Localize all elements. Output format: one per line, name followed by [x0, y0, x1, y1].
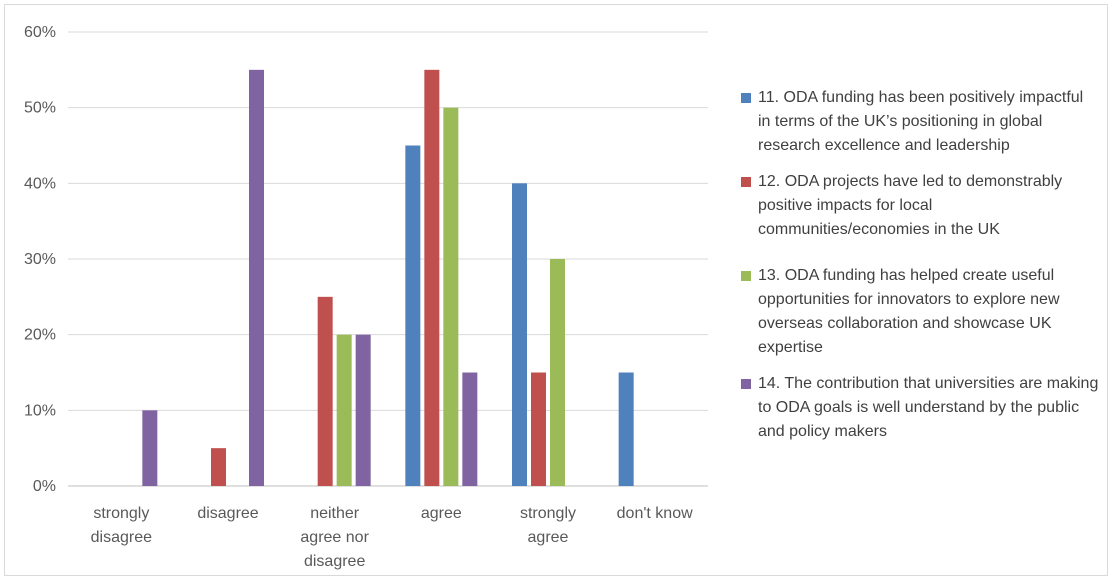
- y-tick-label: 20%: [24, 327, 56, 344]
- x-category-label: strongly: [520, 505, 576, 522]
- legend-label-12: 12. ODA projects have led to demonstrabl…: [758, 173, 1063, 238]
- bar: [512, 183, 527, 487]
- y-tick-label: 60%: [24, 24, 56, 41]
- x-category-label: disagree: [304, 553, 365, 570]
- legend-swatch-12: [741, 177, 751, 187]
- y-tick-label: 50%: [24, 100, 56, 117]
- bar: [355, 334, 371, 486]
- bar: [531, 372, 546, 486]
- bar: [443, 107, 459, 487]
- bar: [336, 334, 352, 486]
- bar: [211, 448, 226, 486]
- x-category-label: strongly: [93, 505, 149, 522]
- legend-label-14: 14. The contribution that universities a…: [758, 375, 1099, 440]
- legend: 11. ODA funding has been positively impa…: [738, 86, 1100, 456]
- x-category-label: disagree: [197, 505, 258, 522]
- y-tick-label: 30%: [24, 251, 56, 268]
- y-tick-label: 10%: [24, 402, 56, 419]
- bar: [249, 69, 264, 486]
- legend-label-11: 11. ODA funding has been positively impa…: [758, 89, 1084, 154]
- legend-label-13: 13. ODA funding has helped create useful…: [758, 267, 1060, 356]
- x-category-label: don't know: [617, 505, 693, 522]
- legend-item-11: 11. ODA funding has been positively impa…: [738, 86, 1100, 158]
- chart-frame: [4, 4, 1108, 576]
- x-category-label: agree: [528, 529, 569, 546]
- legend-swatch-14: [741, 379, 751, 389]
- bar: [550, 259, 565, 486]
- legend-item-12: 12. ODA projects have led to demonstrabl…: [738, 170, 1100, 242]
- x-category-label: agree: [421, 505, 462, 522]
- bar: [317, 296, 333, 486]
- bar: [424, 69, 440, 486]
- bar: [405, 145, 421, 486]
- bar: [142, 410, 158, 486]
- x-category-label: disagree: [91, 529, 152, 546]
- y-tick-label: 0%: [33, 478, 56, 495]
- x-category-label: agree nor: [300, 529, 369, 546]
- x-category-label: neither: [310, 505, 360, 522]
- legend-item-14: 14. The contribution that universities a…: [738, 372, 1100, 444]
- bar: [462, 372, 478, 486]
- legend-swatch-11: [741, 93, 751, 103]
- y-tick-label: 40%: [24, 175, 56, 192]
- bar: [618, 372, 634, 486]
- legend-swatch-13: [741, 271, 751, 281]
- legend-item-13: 13. ODA funding has helped create useful…: [738, 264, 1100, 360]
